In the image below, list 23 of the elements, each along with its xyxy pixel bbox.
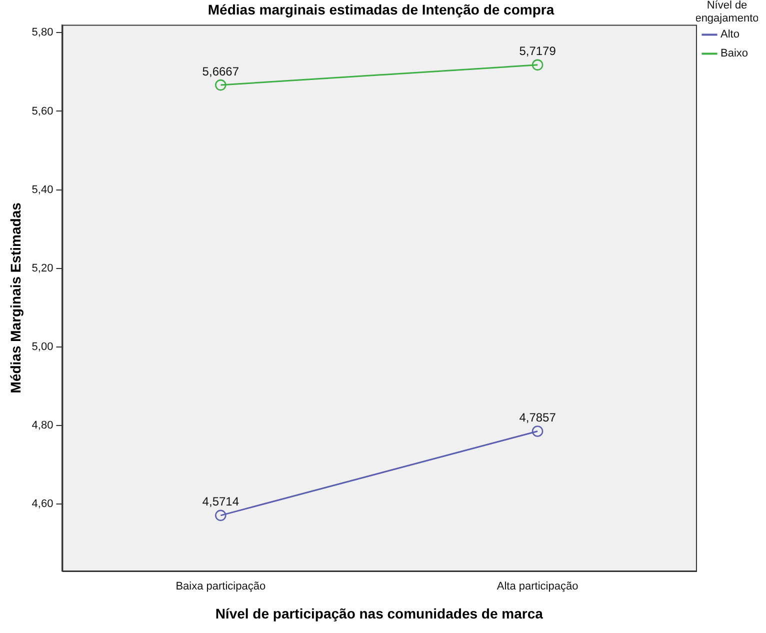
y-tick-label: 4,80 (32, 420, 54, 432)
point (215, 510, 226, 522)
chart-title: Médias marginais estimadas de Intenção de compra (208, 1, 554, 18)
y-axis-title: Médias Marginais Estimadas (7, 202, 24, 394)
point (532, 59, 544, 71)
y-tick-label: 5,60 (32, 105, 54, 118)
data-label: 5,6667 (202, 64, 240, 78)
y-tick-label: 5,80 (32, 26, 54, 39)
x-axis-title: Nível de participação nas comunidades de marca (215, 605, 544, 622)
legend-label: Alto (720, 28, 740, 41)
y-tick-label: 4,60 (32, 498, 54, 510)
data-label: 4,7857 (519, 410, 556, 425)
point (532, 426, 544, 437)
data-label: 5,7179 (519, 44, 556, 58)
legend-label: Baixo (720, 48, 748, 60)
point (215, 79, 226, 91)
x-tick-label: Baixa participação (176, 580, 266, 593)
legend-title: Nível de engajamento (695, 0, 759, 25)
x-tick-label: Alta participação (496, 580, 578, 593)
y-tick-label: 5,40 (32, 184, 54, 196)
y-tick-label: 5,20 (32, 262, 54, 274)
data-label: 4,5714 (202, 494, 240, 509)
y-tick-label: 5,00 (32, 341, 54, 354)
